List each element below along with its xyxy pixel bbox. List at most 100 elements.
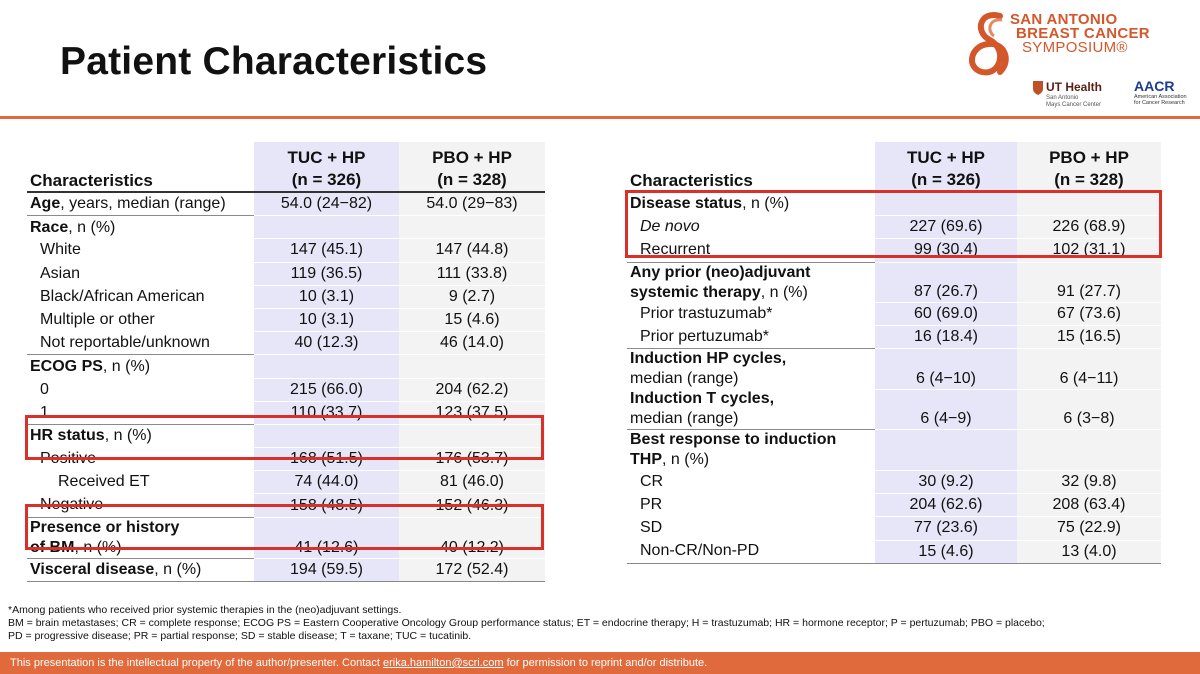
sabcs-logo: SAN ANTONIO BREAST CANCER SYMPOSIUM® UT …: [960, 10, 1190, 110]
ut-health-shield-icon: [1033, 81, 1043, 95]
header-tuc-arm: TUC + HP (n = 326): [254, 142, 399, 193]
table-row: Black/African American 10 (3.1) 9 (2.7): [27, 285, 545, 309]
row-label: White: [40, 241, 81, 259]
pbo-value: [399, 215, 545, 240]
tuc-value: 16 (18.4): [875, 325, 1017, 350]
row-label: Multiple or other: [40, 311, 155, 329]
pbo-value: 9 (2.7): [399, 285, 545, 309]
pbo-value: 6 (4−11): [1017, 348, 1161, 390]
logo-line1: SAN ANTONIO: [1010, 11, 1118, 28]
table-row: 1 110 (33.7) 123 (37.5): [27, 401, 545, 425]
tuc-value: [875, 429, 1017, 471]
pbo-value: 204 (62.2): [399, 378, 545, 402]
table-row: CR 30 (9.2) 32 (9.8): [627, 470, 1161, 495]
patient-characteristics-table-right: Characteristics TUC + HP (n = 326) PBO + …: [627, 142, 1161, 564]
header-characteristics: Characteristics: [627, 142, 875, 193]
tuc-value: 6 (4−9): [875, 389, 1017, 431]
table-row: Induction HP cycles, median (range) 6 (4−…: [627, 348, 1161, 390]
pbo-value: 67 (73.6): [1017, 302, 1161, 327]
tuc-value: 10 (3.1): [254, 308, 399, 333]
header-tuc-arm: TUC + HP (n = 326): [875, 142, 1017, 193]
tuc-value: [254, 423, 399, 449]
pbo-value: 208 (63.4): [1017, 493, 1161, 518]
row-label: Received ET: [58, 473, 150, 491]
pbo-value: 152 (46.3): [399, 493, 545, 518]
row-label: CR: [640, 473, 664, 491]
tuc-value: 147 (45.1): [254, 238, 399, 263]
table-row: Multiple or other 10 (3.1) 15 (4.6): [27, 308, 545, 333]
table-row: Best response to induction THP, n (%): [627, 429, 1161, 471]
table-row: HR status, n (%): [27, 423, 545, 449]
footnote-line: *Among patients who received prior syste…: [8, 604, 402, 616]
table-row: Induction T cycles, median (range) 6 (4−9…: [627, 389, 1161, 431]
aacr-label: AACR: [1134, 78, 1175, 94]
row-label: Best response to induction THP, n (%): [627, 429, 875, 471]
table-row: Any prior (neo)adjuvant systemic therapy,…: [627, 261, 1161, 304]
row-label: SD: [640, 519, 663, 537]
row-label: 0: [40, 380, 49, 398]
table-row: Recurrent 99 (30.4) 102 (31.1): [627, 238, 1161, 263]
tuc-value: 194 (59.5): [254, 557, 399, 582]
tuc-value: 168 (51.5): [254, 447, 399, 472]
row-label: Non-CR/Non-PD: [627, 540, 875, 564]
footer-bar: This presentation is the intellectual pr…: [0, 652, 1200, 674]
table-row: Prior pertuzumab* 16 (18.4) 15 (16.5): [627, 325, 1161, 350]
tuc-value: 40 (12.3): [254, 331, 399, 356]
row-label: Induction T cycles, median (range): [630, 390, 775, 428]
tuc-value: 99 (30.4): [875, 238, 1017, 263]
sabcs-logo-mark-icon: [969, 12, 1009, 76]
footnote-line: BM = brain metastases; CR = complete res…: [8, 617, 1045, 629]
row-label: Induction HP cycles, median (range): [627, 348, 875, 390]
row-label: Negative: [40, 496, 104, 514]
row-label: Black/African American: [40, 287, 205, 305]
pbo-value: 13 (4.0): [1017, 540, 1161, 564]
row-label: Not reportable/unknown: [40, 333, 210, 351]
pbo-value: 40 (12.2): [399, 516, 545, 559]
table-row: Race, n (%): [27, 215, 545, 240]
row-label: Recurrent: [640, 241, 711, 259]
pbo-value: [1017, 192, 1161, 217]
table-row: Prior trastuzumab* 60 (69.0) 67 (73.6): [627, 302, 1161, 327]
row-label: ECOG PS, n (%): [27, 354, 254, 378]
pbo-value: 147 (44.8): [399, 238, 545, 263]
table-header-row: Characteristics TUC + HP (n = 326) PBO + …: [27, 142, 545, 193]
ut-health-label: UT Health: [1046, 80, 1103, 94]
table-row: Negative 158 (48.5) 152 (46.3): [27, 493, 545, 518]
table-row: De novo 227 (69.6) 226 (68.9): [627, 215, 1161, 240]
tuc-value: 87 (26.7): [875, 261, 1017, 304]
table-row: Age, years, median (range) 54.0 (24−82) …: [27, 192, 545, 217]
tuc-value: 158 (48.5): [254, 493, 399, 518]
pbo-value: 6 (3−8): [1017, 389, 1161, 431]
table-row: Positive 168 (51.5) 176 (53.7): [27, 447, 545, 472]
tuc-value: 215 (66.0): [254, 378, 399, 402]
tuc-value: 10 (3.1): [254, 285, 399, 309]
footer-text: This presentation is the intellectual pr…: [10, 657, 708, 669]
pbo-value: 32 (9.8): [1017, 470, 1161, 495]
contact-email-link[interactable]: erika.hamilton@scri.com: [383, 657, 504, 669]
tuc-value: 119 (36.5): [254, 262, 399, 286]
tuc-value: 54.0 (24−82): [254, 192, 399, 217]
tuc-value: [254, 354, 399, 379]
pbo-value: [399, 423, 545, 449]
row-label: Age, years, median (range): [30, 195, 226, 213]
pbo-value: 54.0 (29−83): [399, 192, 545, 217]
tuc-value: [875, 192, 1017, 217]
table-row: Non-CR/Non-PD 15 (4.6) 13 (4.0): [627, 540, 1161, 564]
tuc-value: 60 (69.0): [875, 302, 1017, 327]
pbo-value: 81 (46.0): [399, 470, 545, 495]
table-row: ECOG PS, n (%): [27, 354, 545, 379]
tuc-value: 204 (62.6): [875, 493, 1017, 518]
aacr-sub: American Association for Cancer Research: [1134, 94, 1187, 106]
table-row: White 147 (45.1) 147 (44.8): [27, 238, 545, 263]
pbo-value: 123 (37.5): [399, 401, 545, 425]
header-pbo-arm: PBO + HP (n = 328): [1017, 142, 1161, 193]
row-label: HR status, n (%): [27, 423, 254, 448]
pbo-value: 172 (52.4): [399, 557, 545, 582]
pbo-value: [1017, 429, 1161, 471]
footnote-line: PD = progressive disease; PR = partial r…: [8, 630, 472, 642]
table-row: Disease status, n (%): [627, 192, 1161, 217]
pbo-value: 46 (14.0): [399, 331, 545, 356]
row-label: Visceral disease, n (%): [27, 557, 254, 582]
row-label: Any prior (neo)adjuvant systemic therapy,…: [627, 261, 875, 303]
tuc-value: 110 (33.7): [254, 401, 399, 425]
